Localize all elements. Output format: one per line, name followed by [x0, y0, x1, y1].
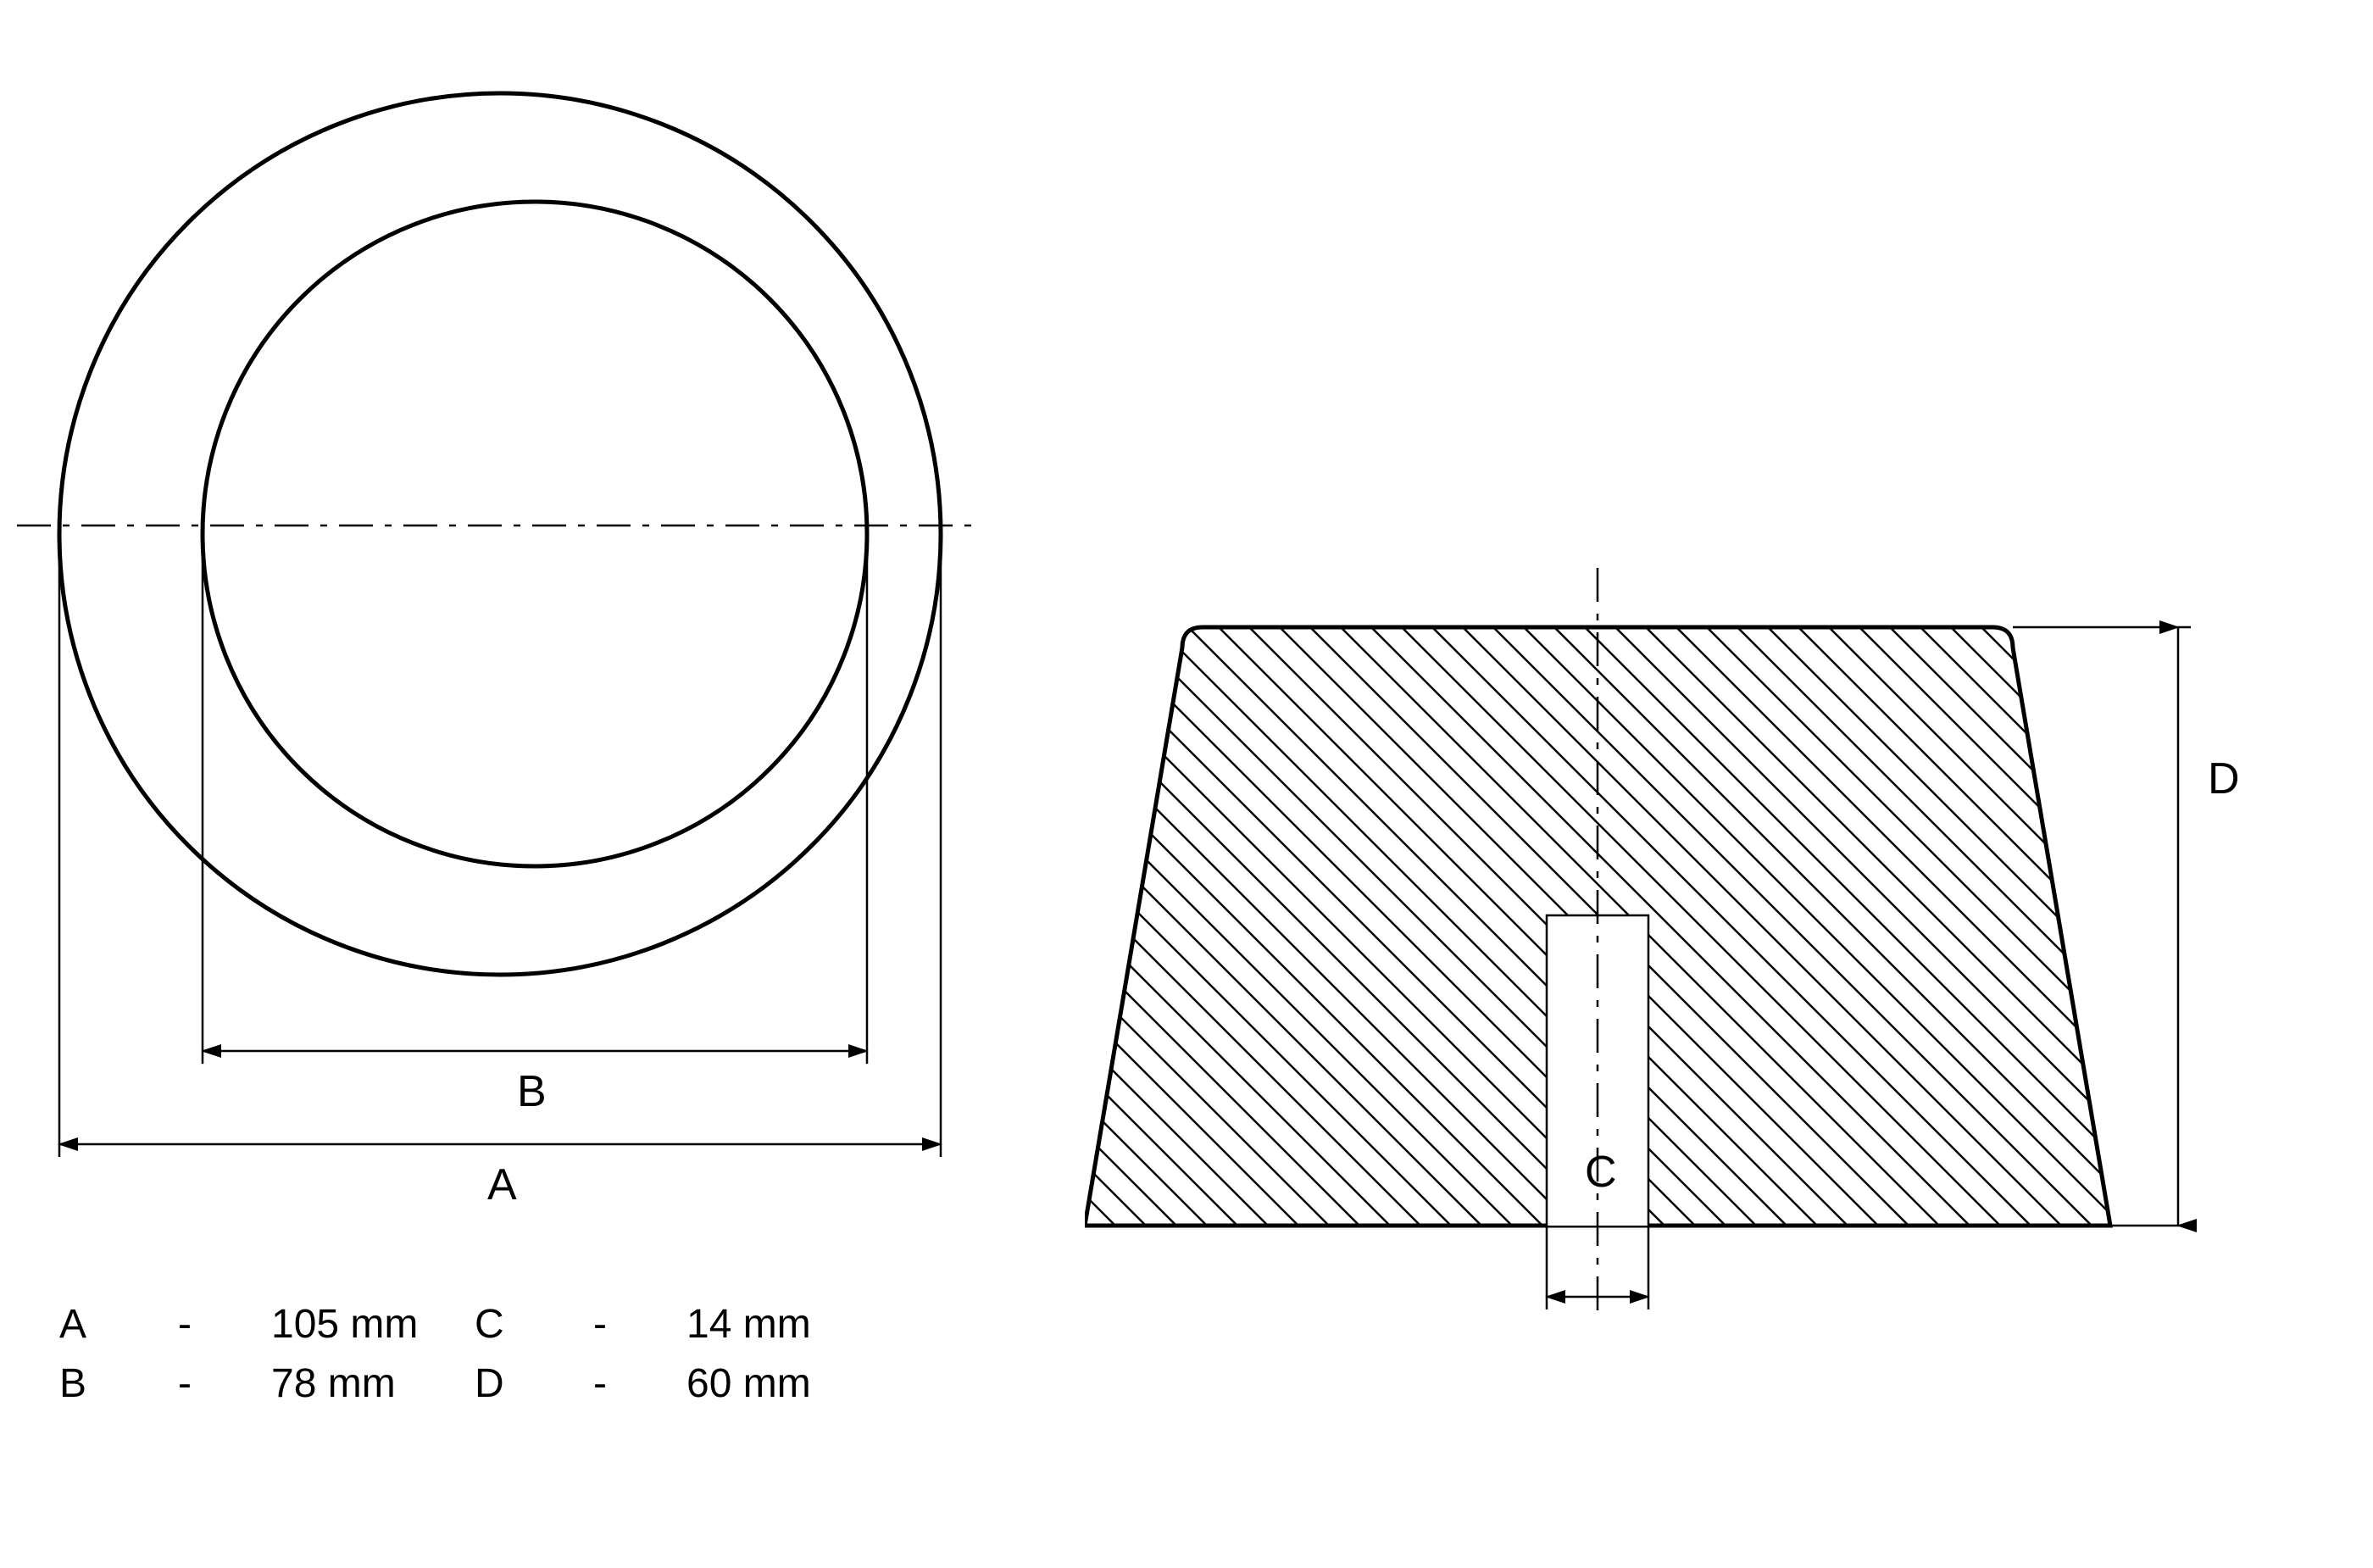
table-letter: D [475, 1360, 504, 1407]
table-dash: - [178, 1301, 192, 1348]
table-value: 14 mm [686, 1301, 811, 1348]
top-view [0, 0, 1017, 1204]
table-dash: - [593, 1301, 607, 1348]
table-value: 78 mm [271, 1360, 396, 1407]
table-letter: C [475, 1301, 504, 1348]
section-view [1085, 331, 2373, 1568]
table-dash: - [178, 1360, 192, 1407]
dim-label-d: D [2208, 753, 2240, 804]
table-letter: A [59, 1301, 86, 1348]
drawing-canvas: B A C D A - 105 mm B - 78 mm C - 14 mm D - 60 mm [0, 0, 2373, 1454]
inner-circle [203, 202, 867, 866]
table-value: 60 mm [686, 1360, 811, 1407]
table-dash: - [593, 1360, 607, 1407]
table-value: 105 mm [271, 1301, 418, 1348]
dim-label-b: B [517, 1066, 547, 1117]
dim-label-c: C [1585, 1147, 1617, 1198]
outer-circle [59, 93, 941, 975]
dim-label-a: A [487, 1159, 517, 1210]
table-letter: B [59, 1360, 86, 1407]
